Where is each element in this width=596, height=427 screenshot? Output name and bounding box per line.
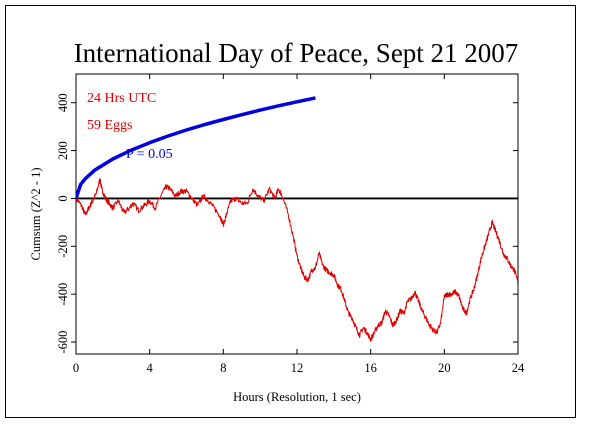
x-tick-label: 16: [364, 361, 377, 375]
x-tick-label: 0: [73, 361, 79, 375]
y-tick-label: 0: [56, 195, 70, 201]
chart-title: International Day of Peace, Sept 21 2007: [74, 38, 519, 68]
y-tick-label: 400: [56, 93, 70, 112]
x-tick-label: 24: [512, 361, 525, 375]
chart-svg: International Day of Peace, Sept 21 2007…: [29, 38, 525, 404]
cumsum-series-line: [76, 178, 518, 342]
p-value-annotation: P = 0.05: [126, 147, 173, 162]
x-tick-label: 20: [438, 361, 451, 375]
tick-layer: 0 4 8 12 16 20 24 -600 -400 -200 0 200 400: [56, 74, 525, 375]
chart-frame: International Day of Peace, Sept 21 2007…: [5, 5, 576, 418]
duration-annotation: 24 Hrs UTC: [87, 91, 156, 106]
x-axis-label: Hours (Resolution, 1 sec): [233, 390, 361, 404]
x-tick-label: 12: [291, 361, 304, 375]
x-tick-label: 4: [147, 361, 154, 375]
p-value-curve: [76, 96, 316, 199]
plot-layer: [76, 96, 518, 342]
y-tick-label: -600: [56, 331, 70, 354]
y-tick-label: -400: [56, 283, 70, 306]
eggs-annotation: 59 Eggs: [87, 118, 133, 133]
x-tick-label: 8: [220, 361, 226, 375]
y-tick-label: 200: [56, 141, 70, 160]
plot-area: [75, 73, 519, 355]
y-axis-label: Cumsum (Z^2 - 1): [29, 167, 43, 260]
y-tick-label: -200: [56, 235, 70, 258]
